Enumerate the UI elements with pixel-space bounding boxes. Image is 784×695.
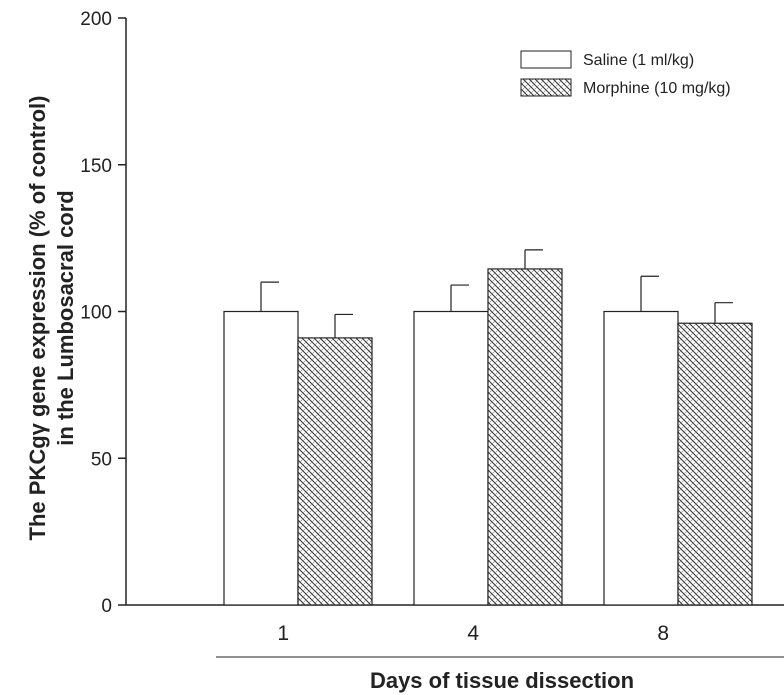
bar-saline-day-1 — [223, 310, 299, 606]
y-axis-ticks: 0 50 100 150 200 — [80, 9, 126, 617]
y-axis-title-line2: in the Lumbosacral cord — [53, 190, 78, 446]
bar-series — [223, 249, 753, 606]
legend-label-saline: Saline (1 ml/kg) — [583, 52, 694, 69]
y-tick-label: 100 — [80, 303, 112, 324]
legend-swatch-saline — [520, 50, 572, 69]
legend-label-morphine: Morphine (10 mg/kg) — [583, 80, 731, 97]
y-axis-title-line1: The PKCgγ gene expression (% of control) — [25, 96, 50, 541]
x-axis-title: Days of tissue dissection — [370, 668, 634, 693]
legend-swatch-morphine — [520, 78, 572, 97]
y-tick-label: 150 — [80, 156, 112, 177]
y-tick-label: 200 — [80, 9, 112, 30]
x-category-label: 8 — [657, 622, 669, 645]
bar-morphine-day-4 — [487, 268, 563, 606]
legend: Saline (1 ml/kg) Morphine (10 mg/kg) — [520, 50, 731, 97]
bar-saline-day-8 — [603, 310, 679, 606]
bar-morphine-day-8 — [677, 322, 753, 606]
x-axis-categories: 1 4 8 — [277, 622, 669, 645]
y-tick-label: 0 — [101, 596, 112, 617]
x-category-label: 4 — [467, 622, 479, 645]
bar-saline-day-4 — [413, 310, 489, 606]
bar-morphine-day-1 — [297, 337, 373, 606]
y-tick-label: 50 — [91, 449, 112, 470]
x-category-label: 1 — [277, 622, 289, 645]
